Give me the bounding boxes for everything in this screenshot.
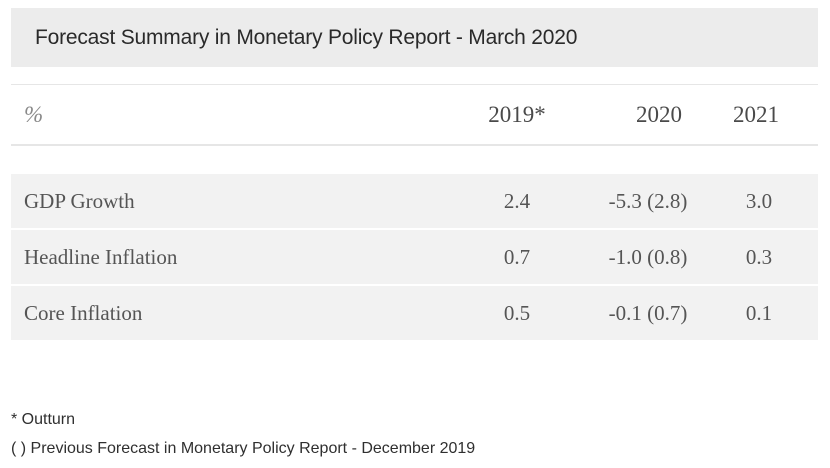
column-header-2019: 2019* [488, 101, 546, 127]
row-label: Headline Inflation [24, 244, 178, 269]
cell-2019: 0.7 [503, 244, 531, 269]
column-header-2020: 2020 [636, 101, 682, 127]
row-label: Core Inflation [24, 300, 143, 325]
cell-2021: 0.1 [745, 300, 773, 325]
table-row-headline-inflation: Headline Inflation 0.7 -1.0 (0.8) 0.3 [11, 230, 818, 284]
cell-2019: 0.5 [503, 300, 531, 325]
cell-2020: -5.3 (2.8) [608, 188, 688, 213]
cell-2020: -1.0 (0.8) [608, 244, 688, 269]
page-title: Forecast Summary in Monetary Policy Repo… [35, 25, 578, 49]
unit-label: % [24, 101, 44, 127]
column-header-2021: 2021 [733, 101, 779, 127]
cell-2021: 0.3 [745, 244, 773, 269]
footnote-previous-forecast: ( ) Previous Forecast in Monetary Policy… [11, 440, 476, 457]
table-row-gdp-growth: GDP Growth 2.4 -5.3 (2.8) 3.0 [11, 174, 818, 228]
table-row-core-inflation: Core Inflation 0.5 -0.1 (0.7) 0.1 [11, 286, 818, 340]
cell-2020: -0.1 (0.7) [608, 300, 688, 325]
cell-2019: 2.4 [503, 188, 531, 213]
cell-2021: 3.0 [745, 188, 773, 213]
row-label: GDP Growth [24, 188, 135, 213]
title-bar: Forecast Summary in Monetary Policy Repo… [11, 8, 818, 67]
footnote-outturn: * Outturn [11, 411, 76, 428]
table-header-row: % 2019* 2020 2021 [11, 84, 818, 146]
